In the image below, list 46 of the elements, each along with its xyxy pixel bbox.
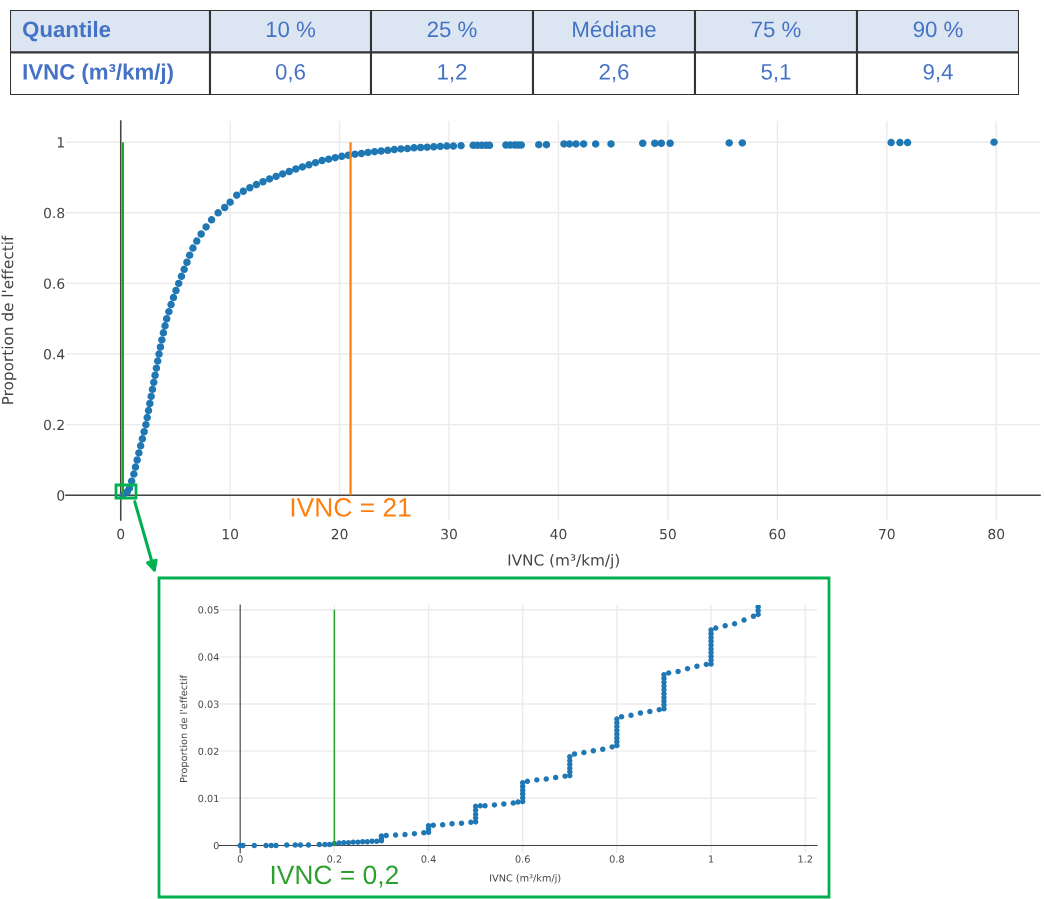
text: 5,1	[761, 64, 791, 83]
x-tick-label: 80	[988, 528, 1005, 540]
y-tick-label: 0.2	[43, 419, 64, 431]
x-axis-title: IVNC (m³/km/j)	[490, 874, 561, 884]
category-label: 25 %	[427, 21, 477, 38]
text: 0,6	[275, 63, 305, 83]
y-tick-label: 0.4	[43, 349, 65, 360]
x-tick-label: 1.2	[798, 855, 812, 863]
text: 2,6	[599, 63, 629, 83]
x-tick-label: 0.8	[609, 855, 624, 863]
y-tick-label: 0.8	[43, 207, 65, 219]
category-label: 75 %	[751, 21, 801, 38]
x-tick-label: 0.2	[327, 855, 342, 863]
y-tick-label: 1	[57, 137, 64, 148]
text: 9,4	[923, 63, 953, 83]
y-tick-label: 0	[57, 490, 65, 501]
x-tick-label: 70	[879, 528, 895, 540]
x-tick-label: 20	[331, 528, 348, 540]
text: IVNC (m³/km/j)	[23, 63, 173, 85]
y-tick-label: 0.05	[198, 606, 219, 614]
category-label: 90 %	[913, 21, 963, 38]
y-tick-label: 0.6	[43, 278, 65, 289]
x-tick-label: 1	[709, 855, 714, 863]
x-axis-title: IVNC (m³/km/j)	[508, 553, 619, 569]
text: 1,2	[438, 63, 467, 83]
ref-line-label: IVNC = 21	[291, 498, 411, 517]
ref-line-label: IVNC = 0,2	[271, 865, 398, 888]
y-tick-label: 0.02	[198, 747, 219, 755]
y-axis-title: Proportion de l'effectif	[1, 235, 17, 404]
x-tick-label: 0.4	[421, 855, 436, 863]
x-tick-label: 40	[550, 528, 567, 540]
category-label: 10 %	[266, 21, 316, 38]
y-tick-label: 0.03	[198, 700, 219, 708]
category-label: Médiane	[573, 20, 656, 38]
y-tick-label: 0	[213, 841, 219, 850]
x-tick-label: 60	[769, 528, 786, 540]
x-tick-label: 0.6	[515, 855, 530, 863]
text: Quantile	[23, 20, 111, 42]
x-tick-label: 0	[117, 528, 125, 540]
x-tick-label: 0	[237, 855, 243, 863]
x-tick-label: 50	[660, 528, 676, 540]
x-tick-label: 30	[441, 528, 457, 540]
y-tick-label: 0.04	[198, 653, 219, 661]
x-tick-label: 10	[222, 528, 239, 540]
y-axis-title: Proportion de l'effectif	[179, 674, 190, 783]
y-tick-label: 0.01	[198, 794, 219, 803]
